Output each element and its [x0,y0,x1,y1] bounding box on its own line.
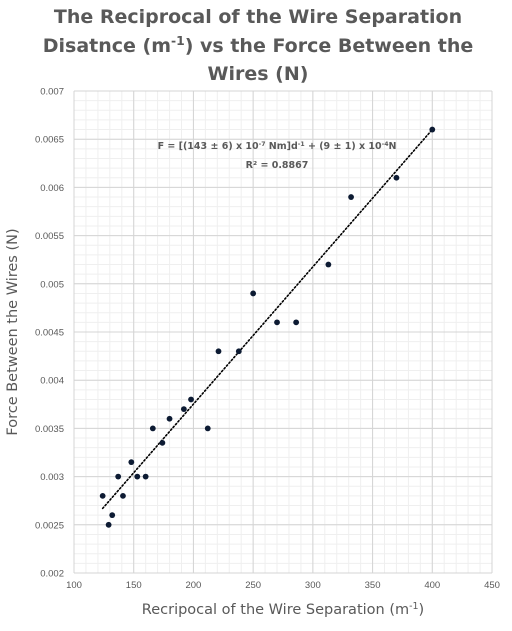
text-span: F = [(143 ± 6) x 10 [158,141,259,152]
text-span: ) vs the Force Between the [185,35,474,57]
y-tick-label: 0.0045 [35,328,64,339]
data-point [180,406,187,413]
y-tick-label: 0.005 [40,279,64,290]
data-point [149,425,156,432]
y-tick-label: 0.007 [40,87,64,98]
data-point [204,425,211,432]
chart-title-line: Wires (N) [208,63,309,85]
superscript: -4 [382,140,389,147]
y-axis-title: Force Between the Wires (N) [5,228,21,435]
data-point [109,512,116,519]
data-point [99,492,106,499]
text-span: ) [419,602,425,618]
data-point [274,319,280,326]
trendline-equation: F = [(143 ± 6) x 10-7 Nm]d-1 + (9 ± 1) x… [158,140,397,152]
x-tick-label: 400 [424,580,440,591]
text-span: The Reciprocal of the Wire Separation [54,6,462,28]
data-point [429,126,436,133]
data-point [166,415,173,422]
data-point [235,348,242,355]
x-tick-label: 150 [126,580,142,591]
y-tick-label: 0.0035 [35,424,64,435]
data-point [105,521,112,528]
text-span: + (9 ± 1) x 10 [305,141,382,152]
tick-labels: 100 150 200 250 300 350 400 450 0.002 0.0025 0.003… [35,87,500,592]
data-point [134,473,141,480]
data-point [188,396,194,403]
data-point [128,459,135,466]
text-span: Recripocal of the Wire Separation (m [142,602,409,618]
x-axis-title: Recripocal of the Wire Separation (m-1) [142,601,424,619]
y-tick-label: 0.0025 [35,520,64,531]
data-point [120,492,126,499]
data-point [393,174,400,181]
data-point [250,290,257,297]
y-tick-label: 0.003 [40,472,64,483]
x-tick-label: 200 [185,580,201,591]
x-tick-label: 100 [66,580,82,591]
x-tick-label: 300 [305,580,321,591]
superscript: -1 [409,601,418,612]
y-tick-label: 0.0055 [35,231,64,242]
chart-title: The Reciprocal of the Wire Separation Dis… [43,6,474,85]
text-span: Wires (N) [208,63,309,85]
y-tick-label: 0.004 [40,376,64,387]
superscript: -1 [298,140,305,147]
text-span: Disatnce (m [43,35,171,57]
y-tick-label: 0.006 [40,183,64,194]
equation-annotation: F = [(143 ± 6) x 10-7 Nm]d-1 + (9 ± 1) x… [158,140,397,171]
axis-titles: Recripocal of the Wire Separation (m-1) F… [5,228,424,618]
superscript: -7 [259,140,266,147]
y-tick-label: 0.002 [40,569,64,580]
y-tick-label: 0.0065 [35,135,64,146]
x-tick-label: 350 [365,580,381,591]
data-point [159,439,166,446]
trendline-layer [101,128,434,510]
data-point [348,194,354,200]
data-points [99,126,436,528]
x-tick-label: 250 [245,580,261,591]
data-point [293,319,300,326]
text-span: N [389,141,397,152]
data-point [115,473,122,480]
data-point [215,348,222,355]
data-point [142,473,149,480]
data-point [325,261,332,268]
r-squared-label: R² = 0.8867 [246,160,309,171]
x-tick-label: 450 [484,580,500,591]
chart-title-line: Disatnce (m-1) vs the Force Between the [43,34,474,57]
linear-trendline [101,128,434,510]
superscript: -1 [171,34,185,48]
major-gridlines [73,90,493,574]
chart-title-line: The Reciprocal of the Wire Separation [54,6,462,28]
text-span: Nm]d [265,141,297,152]
